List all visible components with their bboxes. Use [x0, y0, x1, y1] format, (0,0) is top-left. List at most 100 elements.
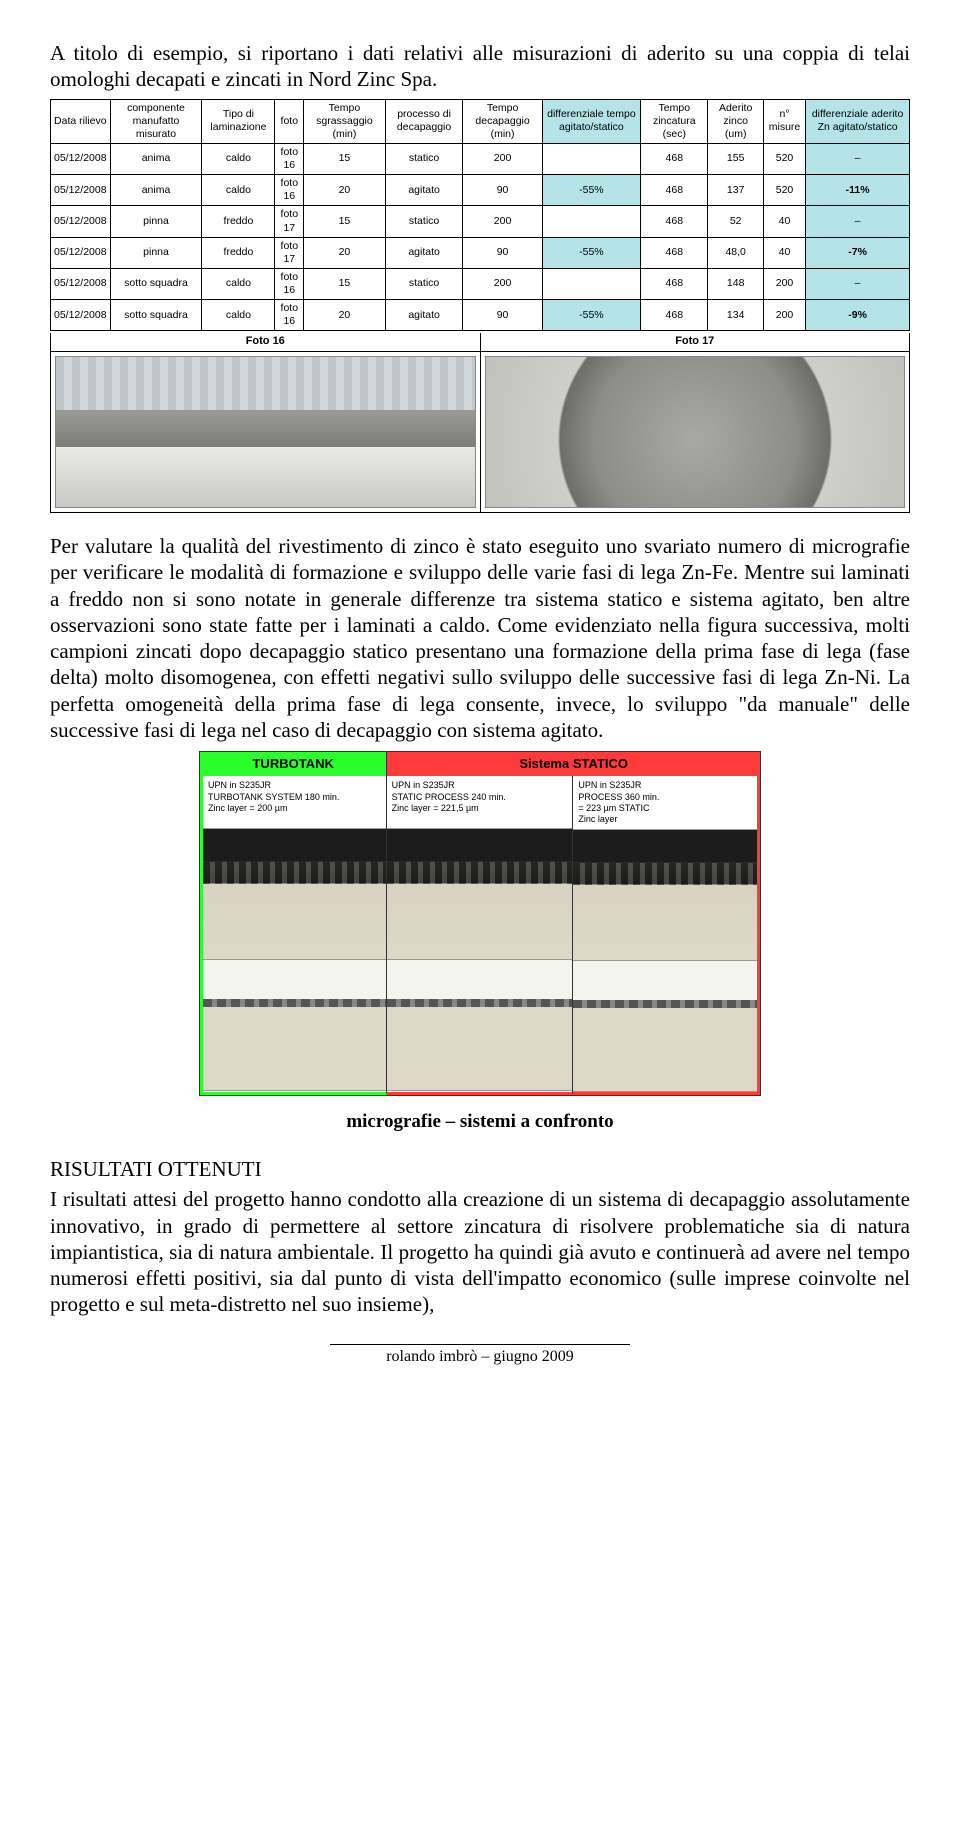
table-cell: 05/12/2008	[51, 237, 111, 268]
table-cell: 90	[463, 175, 542, 206]
micro-img-1a	[203, 829, 386, 960]
table-header: Tempo sgrassaggio (min)	[304, 99, 386, 143]
table-header: differenziale tempo agitato/statico	[542, 99, 640, 143]
table-cell: 134	[708, 300, 763, 331]
table-cell: 40	[763, 206, 805, 237]
table-cell: 05/12/2008	[51, 175, 111, 206]
table-cell: statico	[385, 206, 463, 237]
table-cell: pinna	[110, 237, 202, 268]
intro-paragraph: A titolo di esempio, si riportano i dati…	[50, 40, 910, 93]
micro-head-turbotank: TURBOTANK	[200, 752, 387, 776]
table-cell: foto 16	[275, 175, 304, 206]
table-row: 05/12/2008pinnafreddofoto 1715statico200…	[51, 206, 910, 237]
micro-img-2b	[387, 960, 573, 1091]
micro-img-1b	[203, 960, 386, 1091]
micro-img-3a	[573, 830, 757, 961]
table-cell: agitato	[385, 300, 463, 331]
table-cell: 468	[641, 206, 708, 237]
photo-label-17: Foto 17	[481, 333, 910, 352]
results-heading: RISULTATI OTTENUTI	[50, 1156, 910, 1182]
table-cell: foto 16	[275, 300, 304, 331]
table-cell: –	[806, 206, 910, 237]
table-cell: 468	[641, 175, 708, 206]
table-cell: caldo	[202, 143, 275, 174]
table-cell: 148	[708, 268, 763, 299]
table-cell: 155	[708, 143, 763, 174]
table-cell: 52	[708, 206, 763, 237]
table-cell: 468	[641, 237, 708, 268]
table-header: differenziale aderito Zn agitato/statico	[806, 99, 910, 143]
table-cell	[542, 268, 640, 299]
photo-16	[55, 356, 476, 508]
table-header: Tempo decapaggio (min)	[463, 99, 542, 143]
figure-caption: micrografie – sistemi a confronto	[50, 1110, 910, 1134]
micro-caption-1: UPN in S235JR TURBOTANK SYSTEM 180 min. …	[203, 776, 386, 829]
measurements-table: Data rilievocomponente manufatto misurat…	[50, 99, 910, 332]
table-cell: -9%	[806, 300, 910, 331]
table-cell: 15	[304, 143, 386, 174]
table-cell: statico	[385, 268, 463, 299]
table-cell: caldo	[202, 268, 275, 299]
table-header: Tempo zincatura (sec)	[641, 99, 708, 143]
table-cell: 05/12/2008	[51, 206, 111, 237]
table-cell: 20	[304, 175, 386, 206]
table-cell: 90	[463, 237, 542, 268]
table-row: 05/12/2008sotto squadracaldofoto 1615sta…	[51, 268, 910, 299]
table-cell: 05/12/2008	[51, 300, 111, 331]
table-cell: -11%	[806, 175, 910, 206]
micro-head-static: Sistema STATICO	[387, 752, 760, 776]
photo-row: Foto 16 Foto 17	[50, 333, 910, 513]
table-row: 05/12/2008sotto squadracaldofoto 1620agi…	[51, 300, 910, 331]
table-cell: 520	[763, 143, 805, 174]
table-cell: sotto squadra	[110, 268, 202, 299]
table-cell: anima	[110, 175, 202, 206]
photo-label-16: Foto 16	[51, 333, 480, 352]
table-cell: 05/12/2008	[51, 143, 111, 174]
table-cell: 468	[641, 300, 708, 331]
photo-17	[485, 356, 906, 508]
table-header: Aderito zinco (um)	[708, 99, 763, 143]
table-cell: 15	[304, 268, 386, 299]
table-header: foto	[275, 99, 304, 143]
table-cell: sotto squadra	[110, 300, 202, 331]
table-cell: 520	[763, 175, 805, 206]
table-cell: 468	[641, 143, 708, 174]
micro-img-3b	[573, 961, 757, 1092]
table-header: n° misure	[763, 99, 805, 143]
page-footer: rolando imbrò – giugno 2009	[330, 1344, 630, 1367]
table-cell: 200	[463, 206, 542, 237]
table-cell: 40	[763, 237, 805, 268]
table-cell: 20	[304, 300, 386, 331]
micro-caption-3: UPN in S235JR PROCESS 360 min. = 223 µm …	[573, 776, 757, 830]
table-cell	[542, 143, 640, 174]
table-cell: 200	[763, 300, 805, 331]
results-paragraph: I risultati attesi del progetto hanno co…	[50, 1186, 910, 1317]
table-cell: 468	[641, 268, 708, 299]
table-cell: agitato	[385, 237, 463, 268]
micro-caption-2: UPN in S235JR STATIC PROCESS 240 min. Zi…	[387, 776, 573, 829]
table-cell: caldo	[202, 175, 275, 206]
table-cell	[542, 206, 640, 237]
table-cell: –	[806, 268, 910, 299]
table-row: 05/12/2008pinnafreddofoto 1720agitato90-…	[51, 237, 910, 268]
table-row: 05/12/2008animacaldofoto 1620agitato90-5…	[51, 175, 910, 206]
table-cell: foto 16	[275, 143, 304, 174]
table-header: Tipo di laminazione	[202, 99, 275, 143]
table-cell: –	[806, 143, 910, 174]
body-paragraph: Per valutare la qualità del rivestimento…	[50, 533, 910, 743]
table-cell: pinna	[110, 206, 202, 237]
table-cell: 15	[304, 206, 386, 237]
table-cell: caldo	[202, 300, 275, 331]
table-cell: foto 17	[275, 206, 304, 237]
table-cell: foto 17	[275, 237, 304, 268]
table-cell: anima	[110, 143, 202, 174]
table-cell: statico	[385, 143, 463, 174]
table-cell: 137	[708, 175, 763, 206]
table-cell: agitato	[385, 175, 463, 206]
table-header: Data rilievo	[51, 99, 111, 143]
table-cell: -55%	[542, 300, 640, 331]
table-cell: freddo	[202, 237, 275, 268]
table-cell: freddo	[202, 206, 275, 237]
table-row: 05/12/2008animacaldofoto 1615statico2004…	[51, 143, 910, 174]
table-cell: 48,0	[708, 237, 763, 268]
